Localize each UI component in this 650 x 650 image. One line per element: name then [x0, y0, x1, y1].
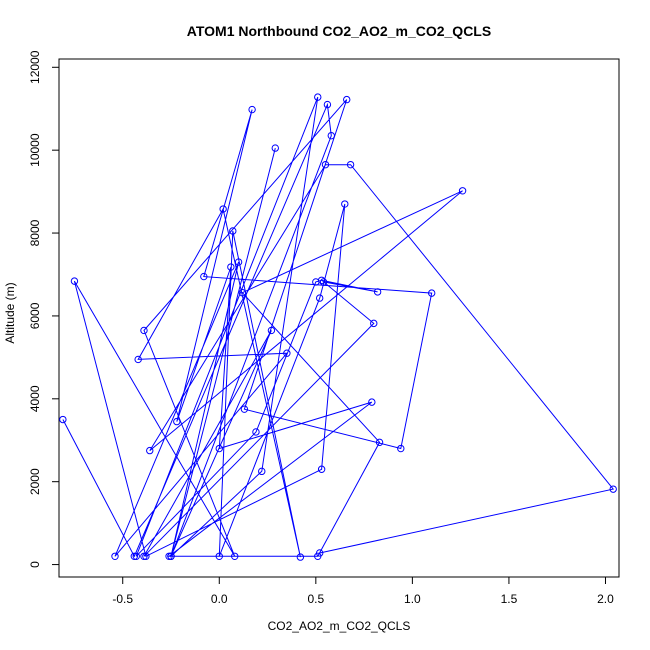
x-tick-label: 1.0	[404, 592, 421, 606]
data-point	[370, 319, 378, 328]
data-point	[609, 485, 617, 493]
data-point	[200, 272, 208, 281]
data-point	[234, 258, 243, 266]
data-point	[142, 552, 150, 560]
data-point	[238, 289, 247, 297]
data-point	[346, 160, 355, 169]
y-axis-label: Altitude (m)	[3, 282, 17, 343]
data-point	[229, 227, 237, 235]
data-point	[427, 289, 436, 297]
series-line	[62, 96, 615, 558]
y-axis: 0 2000 4000 6000 8000 10000 12000	[28, 50, 60, 568]
data-point	[321, 160, 330, 169]
data-point	[315, 549, 324, 557]
data-point	[258, 467, 266, 476]
y-tick-label: 4000	[28, 385, 42, 412]
x-tick-label: 0.5	[307, 592, 324, 606]
data-point	[140, 552, 148, 560]
data-point	[327, 131, 335, 140]
data-point	[252, 428, 260, 436]
y-tick-label: 0	[28, 561, 42, 568]
data-point	[165, 552, 173, 560]
data-point	[146, 446, 154, 455]
x-tick-label: -0.5	[112, 592, 133, 606]
x-tick-label: 1.5	[501, 592, 518, 606]
data-point	[132, 552, 140, 560]
data-point	[130, 552, 139, 560]
data-point	[248, 105, 256, 114]
y-tick-label: 12000	[28, 50, 42, 84]
data-point	[227, 263, 235, 271]
plot-frame	[58, 58, 620, 578]
data-point	[219, 205, 227, 213]
data-point	[271, 144, 279, 152]
x-tick-label: 0.0	[211, 592, 228, 606]
data-point	[59, 415, 67, 424]
data-point	[134, 355, 142, 364]
data-point	[267, 326, 276, 335]
data-point	[317, 276, 326, 284]
data-point	[240, 405, 249, 413]
chart-title: ATOM1 Northbound CO2_AO2_m_CO2_QCLS	[187, 23, 491, 39]
data-point	[283, 349, 291, 357]
data-point	[323, 100, 332, 109]
data-point	[397, 444, 405, 453]
x-tick-label: 2.0	[597, 592, 614, 606]
data-point	[341, 200, 349, 208]
y-tick-label: 6000	[28, 302, 42, 329]
data-point	[458, 187, 467, 195]
data-point	[373, 288, 382, 296]
series-points	[59, 93, 617, 561]
y-tick-label: 2000	[28, 468, 42, 495]
data-point	[111, 552, 119, 560]
data-point	[215, 552, 223, 560]
data-point	[140, 326, 148, 335]
data-point	[368, 398, 376, 406]
x-axis: -0.5 0.0 0.5 1.0 1.5 2.0	[112, 576, 614, 606]
series-lines	[62, 96, 615, 558]
data-point	[317, 465, 326, 473]
data-point	[167, 552, 175, 560]
data-point	[215, 444, 223, 453]
data-point	[315, 294, 324, 302]
data-point	[375, 438, 384, 447]
y-tick-label: 8000	[28, 219, 42, 246]
data-point	[173, 417, 181, 426]
data-point	[319, 278, 328, 286]
data-point	[296, 553, 305, 561]
data-point	[231, 552, 239, 560]
x-axis-label: CO2_AO2_m_CO2_QCLS	[268, 619, 411, 633]
data-point	[314, 93, 322, 101]
data-point	[343, 95, 351, 104]
y-tick-label: 10000	[28, 133, 42, 167]
data-point	[70, 277, 79, 285]
